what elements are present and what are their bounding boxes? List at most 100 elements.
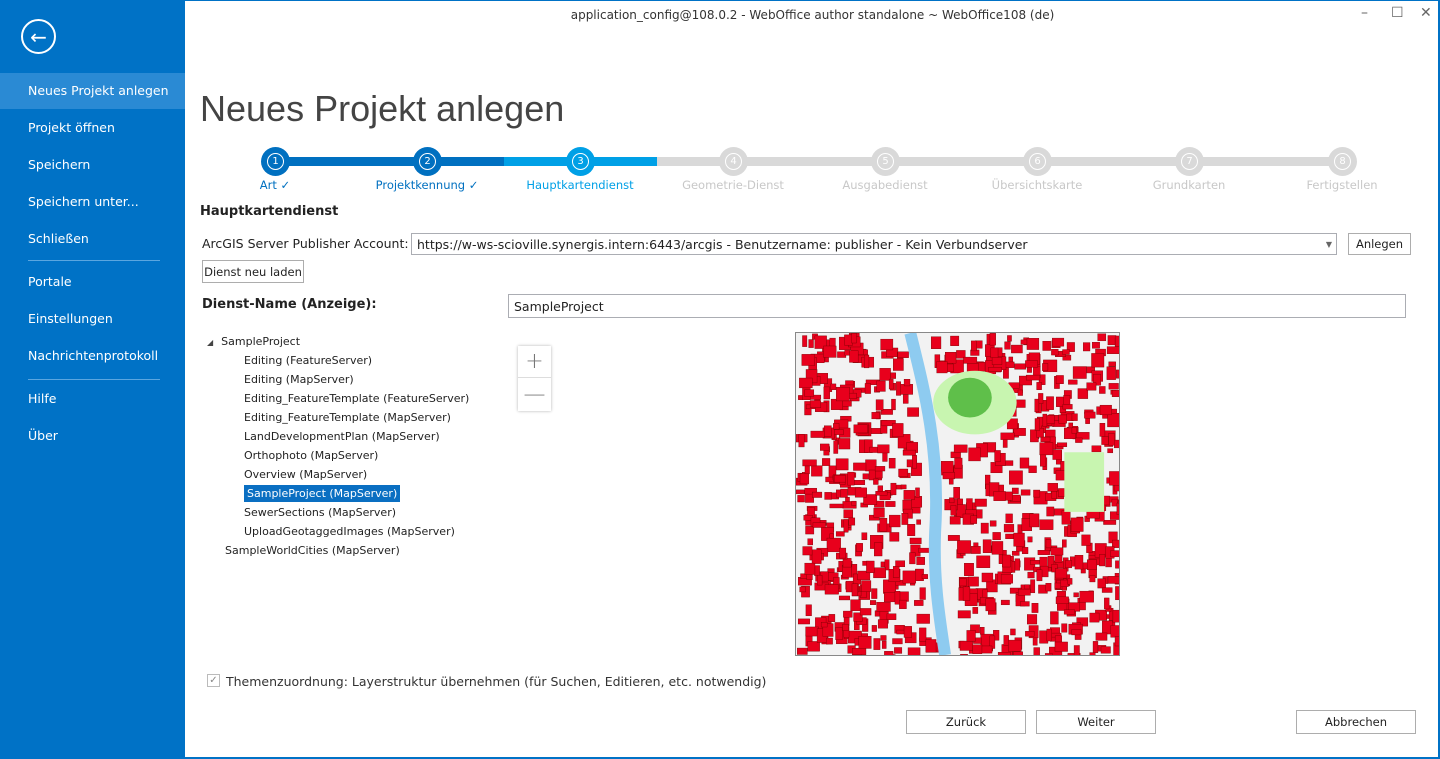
minimize-icon[interactable]: – (1361, 5, 1368, 21)
tree-node[interactable]: Editing_FeatureTemplate (FeatureServer) (207, 389, 469, 408)
step-5-label[interactable]: Ausgabedienst (842, 178, 928, 192)
step-4-circle[interactable]: 4 (719, 147, 748, 176)
map-building (842, 624, 849, 631)
sidebar-item-open-project[interactable]: Projekt öffnen (28, 120, 115, 135)
maximize-icon[interactable]: ☐ (1391, 5, 1404, 21)
sidebar-item-save[interactable]: Speichern (28, 157, 91, 172)
map-building (1014, 363, 1027, 370)
map-building (896, 381, 901, 396)
step-number: 7 (1181, 153, 1198, 170)
tree-node[interactable]: Editing (MapServer) (207, 370, 469, 389)
map-building (1104, 597, 1110, 610)
step-2-label[interactable]: Projektkennung ✓ (375, 178, 479, 192)
tree-node[interactable]: LandDevelopmentPlan (MapServer) (207, 427, 469, 446)
step-6-circle[interactable]: 6 (1023, 147, 1052, 176)
map-building (1005, 361, 1015, 368)
step-2-circle[interactable]: 2 (413, 147, 442, 176)
step-8-circle[interactable]: 8 (1328, 147, 1357, 176)
map-building (881, 420, 896, 427)
step-1-label[interactable]: Art ✓ (259, 178, 291, 192)
map-building (1114, 335, 1119, 348)
step-number: 3 (572, 153, 589, 170)
map-building (851, 583, 858, 597)
map-building (797, 647, 808, 655)
map-building (853, 424, 868, 434)
create-button[interactable]: Anlegen (1348, 233, 1411, 255)
tree-node-label: SampleProject (221, 335, 301, 348)
map-preview[interactable] (795, 332, 1120, 656)
tree-node[interactable]: Orthophoto (MapServer) (207, 446, 469, 465)
service-name-input[interactable]: SampleProject (508, 294, 1406, 318)
tree-node[interactable]: SampleProject (MapServer) (207, 484, 469, 503)
tree-node-root[interactable]: ◢ SampleProject (207, 332, 469, 351)
map-building (950, 335, 960, 346)
step-5-circle[interactable]: 5 (871, 147, 900, 176)
back-button[interactable]: Zurück (906, 710, 1026, 734)
zoom-out-button[interactable]: — (523, 381, 546, 407)
step-3-circle[interactable]: 3 (566, 147, 595, 176)
tree-node[interactable]: Editing_FeatureTemplate (MapServer) (207, 408, 469, 427)
map-building (1107, 576, 1119, 584)
sidebar-item-portals[interactable]: Portale (28, 274, 72, 289)
account-label: ArcGIS Server Publisher Account: (202, 236, 409, 251)
map-building (835, 531, 845, 537)
tree-node[interactable]: Overview (MapServer) (207, 465, 469, 484)
map-building (1066, 342, 1075, 352)
map-building (1106, 366, 1116, 380)
arrow-left-icon[interactable]: ← (21, 19, 56, 54)
step-8-label[interactable]: Fertigstellen (1306, 178, 1378, 192)
sidebar-item-settings[interactable]: Einstellungen (28, 311, 113, 326)
tree-node[interactable]: UploadGeotaggedImages (MapServer) (207, 522, 469, 541)
step-7-circle[interactable]: 7 (1175, 147, 1204, 176)
map-building (1085, 417, 1090, 424)
map-building (970, 515, 978, 524)
map-building (1109, 471, 1119, 486)
map-building (898, 468, 909, 477)
map-building (798, 395, 803, 400)
tree-node[interactable]: Editing (FeatureServer) (207, 351, 469, 370)
map-building (976, 555, 991, 568)
map-building (804, 389, 815, 397)
step-1-circle[interactable]: 1 (261, 147, 290, 176)
step-3-label[interactable]: Hauptkartendienst (526, 178, 634, 192)
expand-triangle-icon[interactable]: ◢ (207, 338, 214, 347)
map-building (1037, 550, 1050, 555)
map-building (888, 458, 896, 469)
map-building (871, 588, 878, 599)
map-building (1084, 411, 1096, 419)
layer-structure-checkbox[interactable]: ✓ (207, 674, 220, 687)
cancel-button[interactable]: Abbrechen (1296, 710, 1416, 734)
sidebar-item-message-log[interactable]: Nachrichtenprotokoll (28, 348, 159, 363)
map-building (1011, 487, 1019, 494)
sidebar-item-help[interactable]: Hilfe (28, 391, 57, 406)
map-building (1086, 366, 1095, 374)
sidebar-item-save-as[interactable]: Speichern unter... (28, 194, 139, 209)
map-building (1093, 373, 1102, 386)
map-building (1000, 574, 1013, 584)
map-building (893, 358, 904, 371)
map-building (1025, 630, 1035, 637)
map-building (889, 514, 901, 528)
step-7-label[interactable]: Grundkarten (1152, 178, 1226, 192)
sidebar-item-new-project[interactable]: Neues Projekt anlegen (0, 73, 185, 109)
next-button[interactable]: Weiter (1036, 710, 1156, 734)
map-building (989, 333, 996, 346)
step-6-label[interactable]: Übersichtskarte (991, 178, 1083, 192)
tree-node[interactable]: SewerSections (MapServer) (207, 503, 469, 522)
map-building (1025, 360, 1038, 368)
sidebar-item-close[interactable]: Schließen (28, 231, 89, 246)
map-building (873, 638, 881, 650)
zoom-in-button[interactable]: + (518, 346, 551, 378)
map-building (1065, 560, 1072, 569)
account-select[interactable]: https://w-ws-scioville.synergis.intern:6… (411, 233, 1337, 255)
map-building (874, 542, 883, 557)
sidebar-item-about[interactable]: Über (28, 428, 58, 443)
map-building (1042, 341, 1051, 351)
map-building (1028, 465, 1037, 473)
map-building (953, 444, 968, 453)
map-building (956, 350, 966, 359)
close-icon[interactable]: ✕ (1420, 5, 1432, 21)
step-4-label[interactable]: Geometrie-Dienst (682, 178, 784, 192)
tree-node-sample-world-cities[interactable]: SampleWorldCities (MapServer) (225, 544, 400, 557)
reload-service-button[interactable]: Dienst neu laden (202, 260, 304, 283)
